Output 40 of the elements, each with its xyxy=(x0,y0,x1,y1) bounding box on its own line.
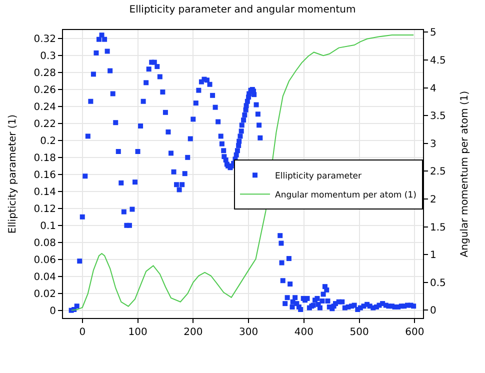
y-axis-title: Ellipticity parameter (1) xyxy=(8,114,19,234)
y-tick-label: 0.32 xyxy=(34,34,56,45)
y-tick-label: 0.06 xyxy=(34,254,56,266)
y-tick-label: 0.2 xyxy=(40,136,56,147)
legend-label: Angular momentum per atom (1) xyxy=(275,190,416,200)
y2-tick-label: 2 xyxy=(430,194,436,206)
y2-tick-label: 1.5 xyxy=(430,222,446,234)
y-tick-label: 0.24 xyxy=(34,102,56,113)
y-tick-label: 0.3 xyxy=(40,50,56,62)
x-tick-label: 400 xyxy=(294,327,314,338)
y2-tick-label: 3 xyxy=(430,138,436,150)
y2-tick-label: 4.5 xyxy=(430,56,446,67)
x-tick-label: 0 xyxy=(79,327,86,338)
y-tick-label: 0.1 xyxy=(40,220,56,232)
y2-tick-label: 4 xyxy=(430,83,436,94)
y-tick-label: 0 xyxy=(50,306,56,317)
legend-label: Ellipticity parameter xyxy=(275,171,362,182)
x-tick-label: 100 xyxy=(128,327,148,338)
y-tick-label: 0.02 xyxy=(34,288,56,300)
y-tick-label: 0.26 xyxy=(34,84,56,96)
chart-title: Ellipticity parameter and angular momentum xyxy=(129,4,356,16)
y2-tick-label: 3.5 xyxy=(430,111,446,122)
y-tick-label: 0.16 xyxy=(34,170,56,181)
y-tick-label: 0.14 xyxy=(34,186,56,198)
y-tick-label: 0.22 xyxy=(34,118,56,130)
y-tick-label: 0.08 xyxy=(34,238,56,249)
y-tick-label: 0.18 xyxy=(34,152,56,164)
x-tick-label: 600 xyxy=(405,327,424,338)
x-tick-label: 300 xyxy=(238,327,258,338)
y2-tick-label: 0.5 xyxy=(430,278,446,289)
y2-axis-title: Angular momentum per atom (1) xyxy=(459,90,470,258)
y2-tick-label: 0 xyxy=(430,306,436,317)
y2-tick-label: 1 xyxy=(430,250,436,262)
x-tick-label: 500 xyxy=(350,327,369,338)
y2-tick-label: 5 xyxy=(430,28,436,39)
y-tick-label: 0.04 xyxy=(34,272,56,283)
y-tick-label: 0.12 xyxy=(34,204,56,215)
y-tick-label: 0.28 xyxy=(34,68,56,79)
x-tick-label: 200 xyxy=(184,327,203,338)
y2-tick-label: 2.5 xyxy=(430,166,446,178)
